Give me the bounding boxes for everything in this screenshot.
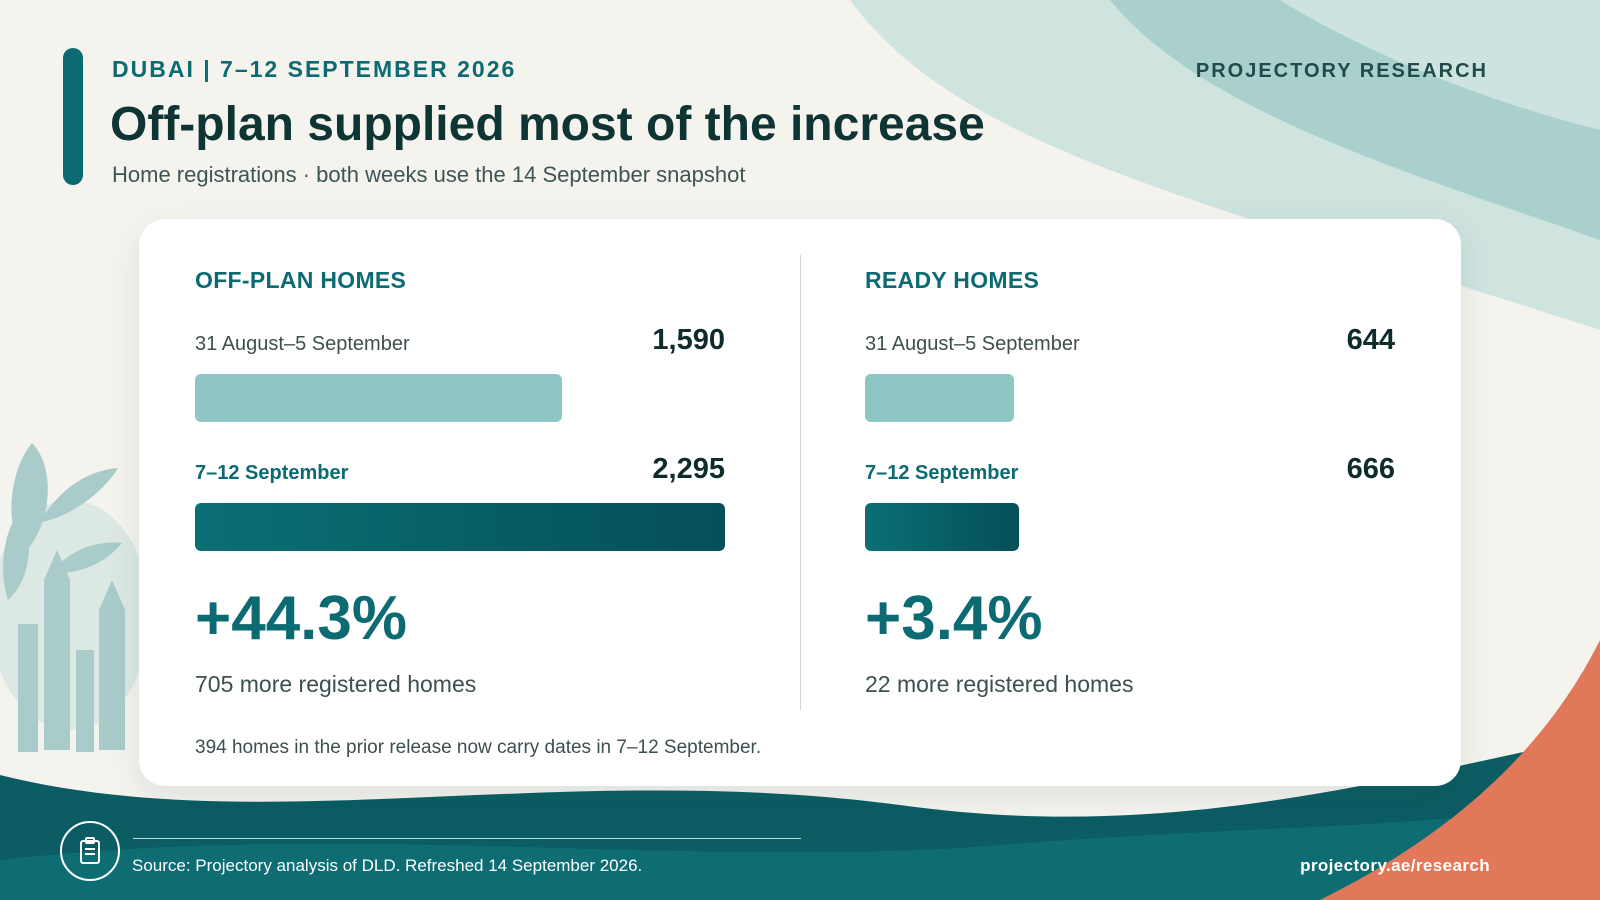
tick-label-prior-week: 31 August–5 September	[195, 333, 410, 355]
research-link[interactable]: projectory.ae/research	[1300, 856, 1490, 875]
source-note: Source: Projectory analysis of DLD. Refr…	[132, 856, 643, 875]
brand-name: PROJECTORY RESEARCH	[1195, 60, 1488, 82]
panel-off-plan: OFF-PLAN HOMES 31 August–5 September 1,5…	[195, 219, 725, 719]
change-note: 705 more registered homes	[195, 671, 477, 697]
title-accent-bar	[63, 48, 83, 185]
bar-prior-week	[865, 374, 1014, 422]
data-label-prior-week: 644	[1346, 324, 1395, 356]
panel-title: READY HOMES	[865, 267, 1040, 293]
change-percent: +3.4%	[865, 584, 1043, 653]
footer-divider	[133, 838, 801, 839]
bar-current-week	[195, 503, 725, 551]
panel-ready: READY HOMES 31 August–5 September 644 7–…	[865, 219, 1395, 719]
panel-title: OFF-PLAN HOMES	[195, 267, 407, 293]
change-note: 22 more registered homes	[865, 671, 1134, 697]
revision-footnote: 394 homes in the prior release now carry…	[195, 737, 762, 758]
panel-divider	[800, 255, 801, 710]
bar-prior-week	[195, 374, 562, 422]
bar-current-week	[865, 503, 1019, 551]
page-subtitle: Home registrations · both weeks use the …	[112, 162, 746, 187]
tick-label-current-week: 7–12 September	[195, 462, 349, 484]
clipboard-icon	[60, 821, 120, 881]
data-label-current-week: 666	[1346, 453, 1395, 485]
change-percent: +44.3%	[195, 584, 408, 653]
location-date-eyebrow: DUBAI | 7–12 SEPTEMBER 2026	[112, 56, 517, 82]
data-label-prior-week: 1,590	[652, 324, 725, 356]
tick-label-current-week: 7–12 September	[865, 462, 1019, 484]
data-label-current-week: 2,295	[652, 453, 725, 485]
tick-label-prior-week: 31 August–5 September	[865, 333, 1080, 355]
page-title: Off-plan supplied most of the increase	[110, 98, 985, 151]
